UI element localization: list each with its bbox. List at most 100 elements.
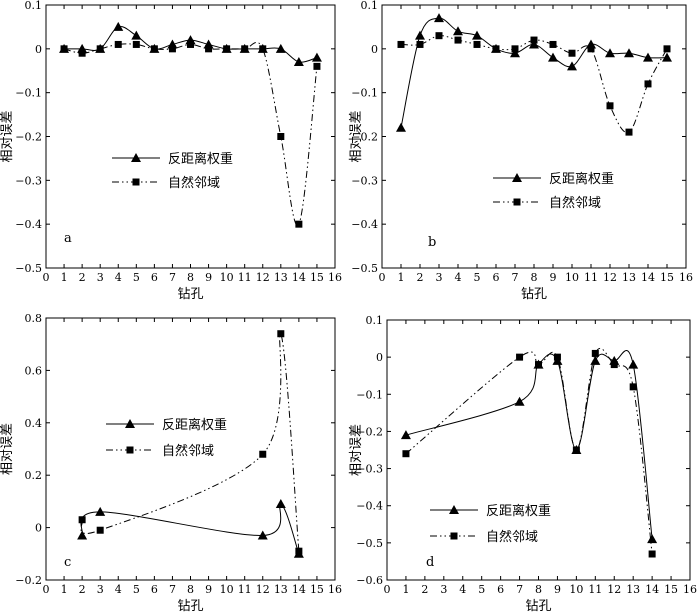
x-axis-label: 钻孔 (525, 599, 551, 614)
x-tick-label: 3 (97, 271, 104, 284)
idw-point (628, 359, 639, 369)
x-axis-label: 钻孔 (177, 599, 203, 614)
x-tick-label: 13 (622, 271, 636, 284)
series-line-natural-neighbor (400, 35, 668, 134)
x-tick-label: 1 (398, 271, 405, 284)
x-tick-label: 6 (497, 583, 504, 596)
y-tick-label: −0.2 (351, 131, 378, 144)
x-tick-label: 5 (133, 271, 140, 284)
x-tick-label: 9 (205, 271, 212, 284)
x-tick-label: 7 (512, 271, 519, 284)
natural-neighbor-point (606, 102, 614, 110)
y-tick-label: 0 (35, 43, 42, 56)
x-tick-label: 4 (115, 583, 122, 596)
legend-marker (132, 178, 140, 186)
y-tick-label: −0.2 (15, 131, 42, 144)
x-tick-label: 16 (683, 583, 697, 596)
x-tick-label: 16 (679, 271, 693, 284)
natural-neighbor-point (648, 550, 656, 558)
x-tick-label: 8 (187, 583, 194, 596)
idw-point (529, 39, 539, 49)
idw-point (396, 122, 406, 132)
natural-neighbor-point (516, 353, 524, 361)
idw-point (548, 52, 558, 62)
series-line-natural-neighbor (63, 41, 318, 226)
idw-point (510, 48, 520, 58)
x-tick-label: 10 (220, 583, 234, 596)
idw-point (472, 30, 482, 40)
idw-point (400, 430, 411, 440)
legend-label: 反距离权重 (162, 417, 227, 433)
legend-marker (513, 198, 521, 206)
y-tick-label: 0.1 (366, 314, 384, 327)
x-tick-label: 12 (607, 583, 621, 596)
y-tick-label: 0.1 (25, 0, 43, 12)
natural-neighbor-point (132, 40, 140, 48)
y-tick-label: −0.3 (351, 174, 378, 187)
natural-neighbor-point (553, 353, 561, 361)
natural-neighbor-point (150, 45, 158, 53)
series-line-natural-neighbor (405, 347, 653, 555)
x-tick-label: 15 (664, 583, 678, 596)
y-axis-label: 相对误差 (0, 423, 15, 475)
x-tick-label: 11 (584, 271, 598, 284)
x-tick-label: 5 (474, 271, 481, 284)
panel-b: 0 1 2 3 4 5 6 7 8 9 10 11 12 13 14 15 16−0.5−0.4−0.3−0.2… (349, 0, 693, 302)
y-tick-label: 0.8 (25, 312, 43, 325)
natural-neighbor-point (96, 526, 104, 534)
x-tick-label: 9 (550, 271, 557, 284)
y-tick-label: −0.3 (15, 174, 42, 187)
x-axis-label: 钻孔 (177, 287, 203, 302)
x-tick-label: 11 (588, 583, 602, 596)
x-tick-label: 10 (565, 271, 579, 284)
idw-point (77, 530, 88, 540)
series-line-natural-neighbor (80, 331, 300, 552)
legend-marker (512, 173, 522, 182)
x-tick-label: 5 (133, 583, 140, 596)
x-tick-label: 16 (328, 271, 342, 284)
legend-marker (125, 419, 135, 428)
natural-neighbor-point (295, 220, 303, 228)
natural-neighbor-point (277, 330, 285, 338)
x-tick-label: 12 (256, 271, 270, 284)
y-tick-label: 0 (35, 522, 42, 535)
legend-label: 自然邻域 (168, 175, 220, 191)
natural-neighbor-point (511, 45, 519, 53)
x-tick-label: 0 (384, 583, 391, 596)
x-tick-label: 4 (115, 271, 122, 284)
natural-neighbor-point (78, 516, 86, 524)
x-tick-label: 12 (603, 271, 617, 284)
x-tick-label: 3 (436, 271, 443, 284)
x-tick-label: 14 (292, 271, 306, 284)
legend-label: 反距离权重 (549, 171, 614, 187)
idw-point (275, 43, 286, 53)
natural-neighbor-point (259, 450, 267, 458)
idw-point (257, 530, 268, 540)
panel-label: a (64, 231, 72, 246)
y-tick-label: −0.1 (351, 87, 378, 100)
natural-neighbor-point (187, 40, 194, 48)
idw-point (643, 52, 653, 62)
x-tick-label: 0 (379, 271, 386, 284)
natural-neighbor-point (295, 547, 303, 555)
y-tick-label: −0.4 (356, 500, 383, 513)
natural-neighbor-point (277, 133, 285, 140)
x-tick-label: 1 (402, 583, 409, 596)
legend-label: 自然邻域 (549, 195, 601, 211)
natural-neighbor-point (549, 40, 557, 48)
x-tick-label: 5 (478, 583, 485, 596)
legend-marker (449, 505, 459, 514)
y-tick-label: −0.5 (351, 262, 378, 275)
y-tick-label: −0.4 (351, 218, 378, 231)
x-tick-label: 14 (292, 583, 306, 596)
legend-marker (126, 446, 134, 454)
idw-point (311, 52, 322, 62)
x-tick-label: 6 (151, 583, 158, 596)
x-tick-label: 2 (79, 583, 86, 596)
y-tick-label: 0 (371, 43, 378, 56)
y-axis-label: 相对误差 (349, 110, 364, 162)
legend-label: 反距离权重 (168, 151, 233, 167)
natural-neighbor-point (402, 450, 410, 458)
idw-point (113, 21, 124, 31)
